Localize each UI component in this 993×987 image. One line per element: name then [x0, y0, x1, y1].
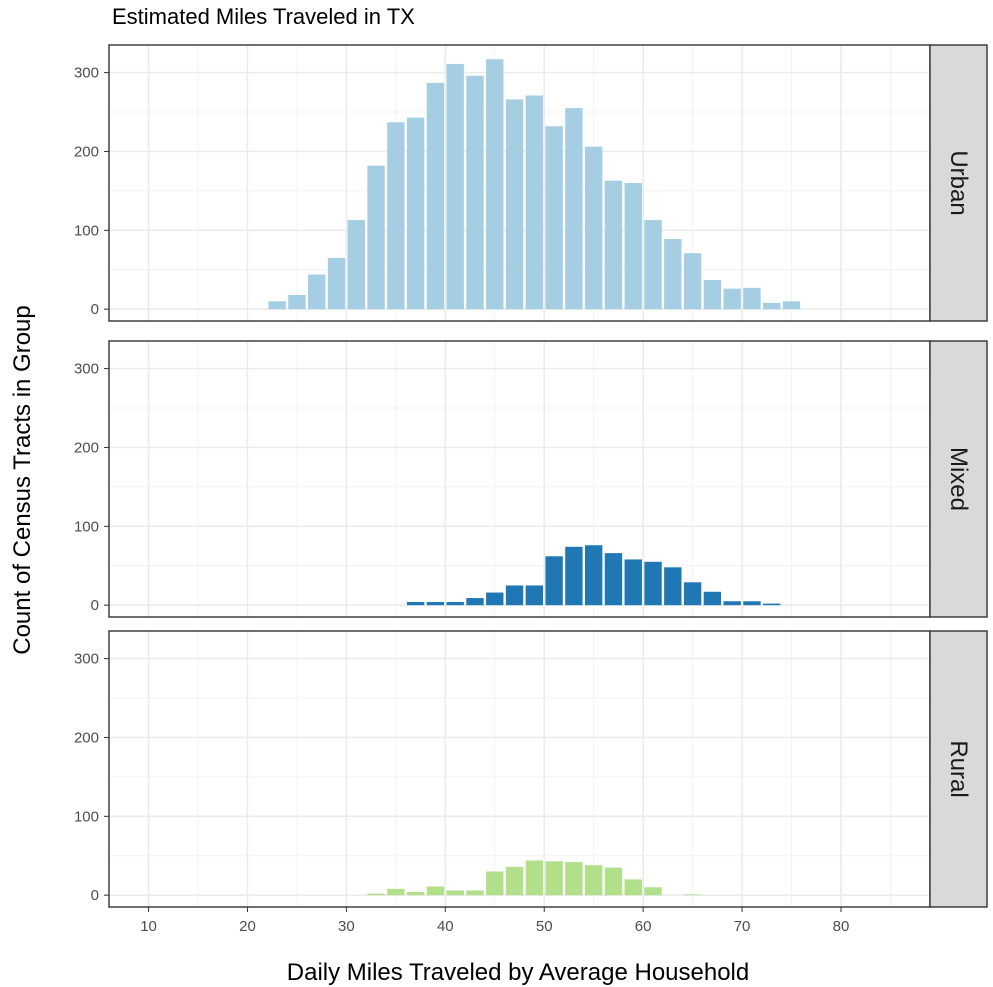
- bar-urban-67: [703, 279, 722, 310]
- facet-panels: 0 100 200 300 Urban 0 100 200 300 Mixed 0 100 200 300…: [74, 44, 988, 908]
- bar-rural-53: [565, 862, 583, 896]
- panel-background: [109, 341, 930, 617]
- bar-rural-33: [367, 893, 385, 896]
- y-tick-label: 300: [74, 361, 99, 378]
- bar-rural-61: [644, 887, 662, 896]
- y-tick-label: 100: [74, 808, 99, 825]
- bar-rural-35: [387, 888, 405, 896]
- bar-urban-59: [624, 183, 642, 310]
- facet-strip-label: Urban: [945, 150, 972, 215]
- bar-rural-43: [466, 890, 484, 896]
- bar-mixed-57: [604, 553, 623, 606]
- bar-urban-55: [584, 146, 603, 310]
- bar-urban-43: [466, 75, 484, 310]
- bar-urban-71: [743, 287, 761, 310]
- y-tick-label: 100: [74, 518, 99, 535]
- bar-mixed-37: [406, 602, 425, 606]
- bar-urban-53: [565, 108, 583, 310]
- bar-mixed-55: [584, 545, 603, 606]
- facet-panel-mixed: 0 100 200 300 Mixed: [74, 340, 988, 618]
- bar-mixed-39: [426, 602, 445, 606]
- facet-strip: [929, 630, 988, 908]
- bar-urban-35: [387, 122, 405, 310]
- bar-mixed-65: [683, 582, 702, 606]
- chart-title: Estimated Miles Traveled in TX: [112, 4, 415, 29]
- bar-mixed-61: [644, 561, 662, 606]
- bar-mixed-45: [486, 592, 504, 606]
- facet-strip: [929, 340, 988, 618]
- facet-strip-label: Mixed: [945, 447, 972, 511]
- bar-urban-51: [545, 126, 563, 310]
- bar-urban-57: [604, 180, 623, 310]
- bar-urban-27: [308, 274, 326, 310]
- y-tick-label: 300: [74, 651, 99, 668]
- bar-rural-49: [525, 860, 544, 896]
- bar-mixed-49: [525, 585, 544, 606]
- bar-mixed-71: [743, 601, 761, 606]
- bar-rural-55: [584, 865, 603, 896]
- facet-panel-rural: 0 100 200 300 Rural: [74, 630, 988, 908]
- bar-urban-23: [268, 301, 286, 310]
- bar-mixed-73: [763, 603, 781, 606]
- y-tick-label: 0: [91, 887, 99, 904]
- x-axis: 10 20 30 40 50 60 70 80: [140, 907, 849, 935]
- bar-mixed-47: [505, 585, 524, 606]
- x-tick-label: 50: [536, 918, 553, 935]
- bar-urban-41: [446, 63, 464, 310]
- x-tick-label: 30: [338, 918, 355, 935]
- bar-urban-61: [644, 220, 662, 310]
- bar-urban-39: [426, 82, 445, 310]
- bar-urban-37: [406, 117, 425, 310]
- y-tick-label: 200: [74, 729, 99, 746]
- bar-mixed-63: [664, 567, 682, 606]
- x-tick-label: 40: [437, 918, 454, 935]
- bar-mixed-67: [703, 591, 722, 606]
- bar-rural-47: [505, 866, 524, 896]
- bar-urban-25: [288, 294, 306, 310]
- bar-urban-33: [367, 165, 385, 310]
- bar-rural-57: [604, 867, 623, 896]
- bar-urban-47: [505, 99, 524, 310]
- y-axis-title: Count of Census Tracts in Group: [9, 305, 36, 655]
- bar-urban-65: [683, 253, 702, 310]
- bar-rural-45: [486, 871, 504, 896]
- x-tick-label: 10: [140, 918, 157, 935]
- facet-strip-label: Rural: [945, 740, 972, 797]
- bar-rural-51: [545, 861, 563, 896]
- x-tick-label: 70: [734, 918, 751, 935]
- y-tick-label: 0: [91, 597, 99, 614]
- panel-background: [109, 631, 930, 907]
- bar-urban-31: [347, 220, 365, 310]
- bar-urban-45: [486, 59, 504, 310]
- bar-urban-29: [327, 257, 346, 310]
- bar-urban-49: [525, 95, 544, 310]
- bar-rural-39: [426, 886, 445, 896]
- bar-mixed-69: [723, 601, 741, 606]
- x-tick-label: 20: [239, 918, 256, 935]
- bar-rural-41: [446, 890, 464, 896]
- y-tick-label: 0: [91, 301, 99, 318]
- x-tick-label: 80: [833, 918, 850, 935]
- bar-mixed-59: [624, 559, 642, 606]
- facet-panel-urban: 0 100 200 300 Urban: [74, 44, 988, 322]
- bar-urban-75: [782, 301, 801, 310]
- y-tick-label: 200: [74, 143, 99, 160]
- bar-urban-63: [664, 238, 682, 310]
- x-tick-label: 60: [635, 918, 652, 935]
- y-tick-label: 300: [74, 65, 99, 82]
- facet-strip: [929, 44, 988, 322]
- bar-mixed-41: [446, 602, 464, 606]
- bar-rural-37: [406, 892, 425, 896]
- bar-urban-69: [723, 288, 741, 310]
- x-axis-title: Daily Miles Traveled by Average Househol…: [287, 959, 749, 986]
- bar-rural-59: [624, 879, 642, 896]
- bar-urban-73: [763, 302, 781, 310]
- bar-mixed-53: [565, 546, 583, 606]
- y-tick-label: 200: [74, 439, 99, 456]
- bar-mixed-43: [466, 598, 484, 606]
- bar-rural-65: [683, 894, 702, 896]
- y-tick-label: 100: [74, 222, 99, 239]
- bar-mixed-51: [545, 556, 563, 606]
